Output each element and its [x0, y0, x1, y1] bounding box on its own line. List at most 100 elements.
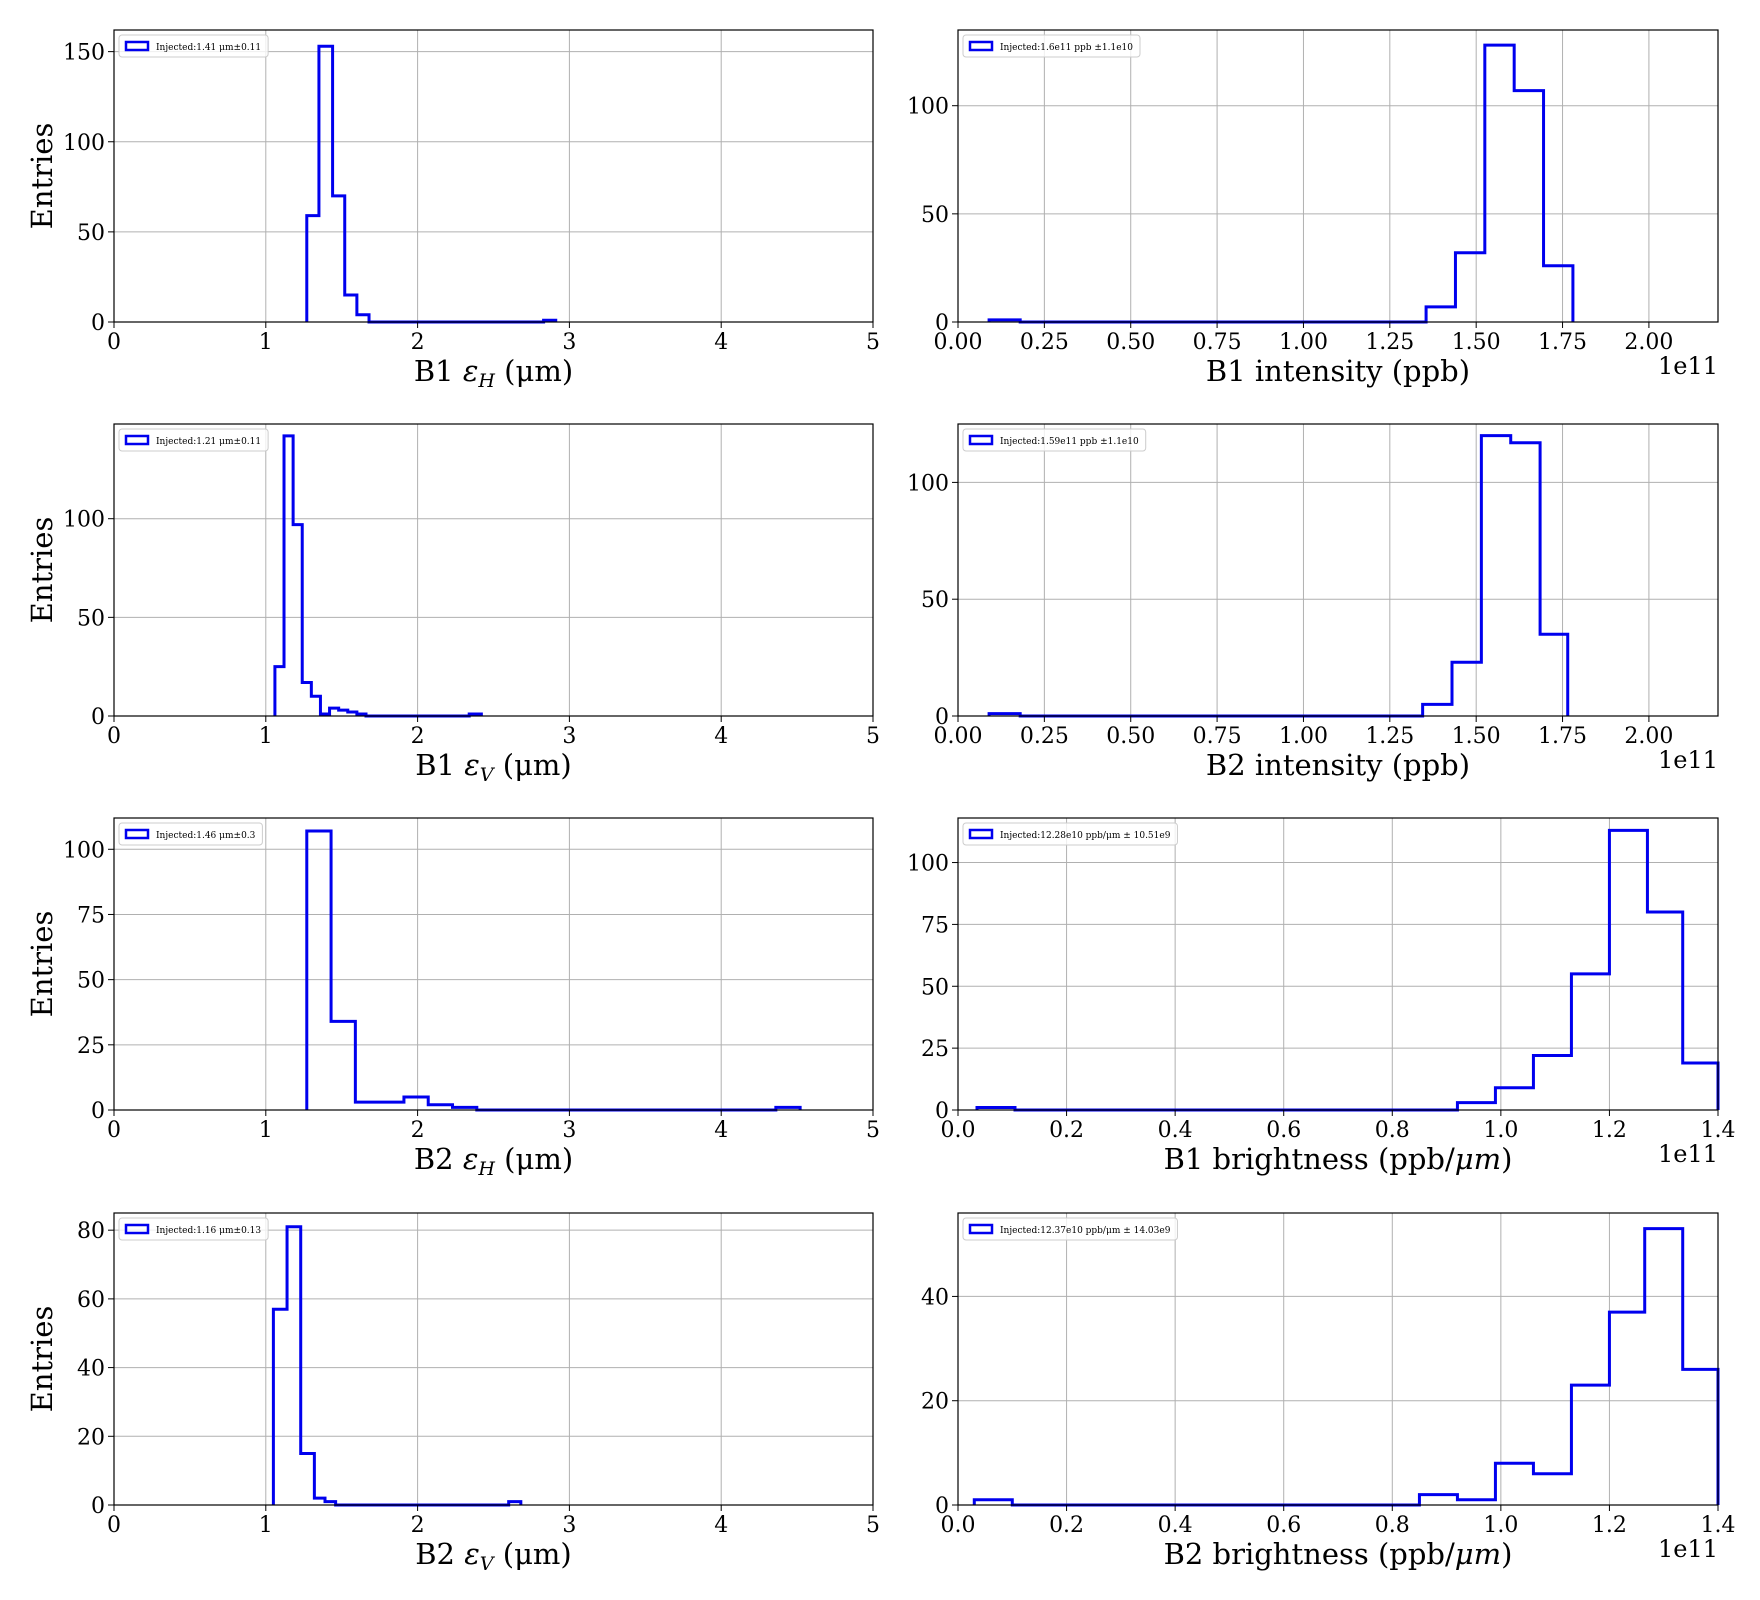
x-tick-label: 2 [411, 330, 425, 355]
x-tick-label: 0 [107, 724, 121, 749]
x-tick-label: 0.0 [941, 1118, 976, 1143]
x-tick-label: 1.4 [1701, 1118, 1736, 1143]
x-tick-label: 1.50 [1452, 724, 1501, 749]
y-axis-label: Entries [25, 123, 59, 230]
histogram-series [271, 1225, 523, 1507]
legend: Injected:1.6e11 ppb ±1.1e10 [962, 34, 1141, 58]
axis-offset-label: 1e11 [1658, 1140, 1718, 1168]
legend: Injected:12.37e10 ppb/μm ± 14.03e9 [962, 1217, 1178, 1241]
x-tick-label: 0.25 [1020, 724, 1069, 749]
x-tick-label: 1.2 [1592, 1118, 1627, 1143]
y-tick-label: 150 [63, 41, 105, 66]
x-axis-label: B2 intensity (ppb) [1206, 748, 1470, 782]
histogram-series [305, 44, 558, 324]
histogram-series [987, 434, 1570, 718]
histogram-panel: 0.00 0.25 0.50 0.75 1.00 1.25 1.50 1.75 2.00 0 50 1… [907, 29, 1719, 388]
axes-frame [113, 1212, 874, 1506]
histogram-series [305, 829, 802, 1112]
legend-box [962, 822, 1178, 846]
legend-label: Injected:1.46 μm±0.3 [156, 831, 256, 841]
y-tick-label: 40 [77, 1357, 105, 1382]
x-tick-label: 0.4 [1158, 1513, 1193, 1538]
y-tick-label: 50 [77, 221, 105, 246]
axes-frame [113, 817, 874, 1111]
legend: Injected:1.16 μm±0.13 [118, 1217, 269, 1241]
histogram-series [987, 43, 1575, 324]
y-axis-label: Entries [25, 911, 59, 1018]
y-tick-label: 50 [921, 203, 949, 228]
y-tick-label: 0 [935, 1099, 949, 1124]
legend: Injected:12.28e10 ppb/μm ± 10.51e9 [962, 822, 1178, 846]
axis-offset-label: 1e11 [1658, 1535, 1718, 1563]
x-axis-label: B1 brightness (ppb/μm) [1164, 1142, 1513, 1176]
legend: Injected:1.59e11 ppb ±1.1e10 [962, 428, 1147, 452]
x-tick-label: 2.00 [1624, 330, 1673, 355]
x-tick-label: 1 [259, 1513, 273, 1538]
x-axis-label: B1 intensity (ppb) [1206, 354, 1470, 388]
legend-label: Injected:1.6e11 ppb ±1.1e10 [1000, 43, 1133, 53]
axes-frame [113, 423, 874, 717]
x-tick-label: 0.2 [1049, 1118, 1084, 1143]
x-tick-label: 1 [259, 1118, 273, 1143]
x-tick-label: 0.0 [941, 1513, 976, 1538]
x-tick-label: 1.4 [1701, 1513, 1736, 1538]
legend-box [118, 822, 263, 846]
legend-swatch [124, 434, 150, 446]
legend-swatch [968, 1223, 994, 1235]
y-tick-label: 0 [91, 1099, 105, 1124]
x-axis-label: B2 brightness (ppb/μm) [1164, 1537, 1513, 1571]
x-tick-label: 5 [866, 1513, 880, 1538]
x-tick-label: 3 [562, 1118, 576, 1143]
x-tick-label: 3 [562, 724, 576, 749]
x-tick-label: 2 [411, 1118, 425, 1143]
y-tick-label: 80 [77, 1219, 105, 1244]
x-tick-label: 1 [259, 724, 273, 749]
histogram-series [975, 828, 1720, 1112]
x-tick-label: 3 [562, 330, 576, 355]
x-tick-label: 1.00 [1279, 724, 1328, 749]
x-tick-label: 5 [866, 1118, 880, 1143]
x-tick-label: 0.8 [1375, 1513, 1410, 1538]
axis-offset-label: 1e11 [1658, 352, 1718, 380]
legend-swatch [124, 40, 150, 52]
legend-box [118, 1217, 269, 1241]
axes-frame [957, 817, 1719, 1111]
x-axis-label: B1 εV (μm) [415, 748, 571, 786]
y-tick-label: 0 [935, 1494, 949, 1519]
legend-swatch [968, 434, 994, 446]
legend: Injected:1.41 μm±0.11 [118, 34, 269, 58]
y-tick-label: 100 [63, 131, 105, 156]
x-tick-label: 0.75 [1193, 724, 1242, 749]
y-tick-label: 50 [921, 588, 949, 613]
y-tick-label: 50 [77, 969, 105, 994]
legend-label: Injected:1.59e11 ppb ±1.1e10 [1000, 437, 1139, 447]
x-tick-label: 4 [714, 1118, 728, 1143]
x-tick-label: 0.2 [1049, 1513, 1084, 1538]
x-tick-label: 0 [107, 330, 121, 355]
legend-box [962, 34, 1141, 58]
x-tick-label: 2.00 [1624, 724, 1673, 749]
axes-frame [113, 29, 874, 323]
histogram-series [972, 1227, 1720, 1507]
legend-label: Injected:1.41 μm±0.11 [156, 43, 261, 53]
y-tick-label: 50 [77, 606, 105, 631]
y-tick-label: 40 [921, 1285, 949, 1310]
histogram-panel: 0.00 0.25 0.50 0.75 1.00 1.25 1.50 1.75 2.00 0 50 1… [907, 423, 1719, 782]
histogram-series [273, 434, 483, 718]
y-tick-label: 0 [91, 705, 105, 730]
histogram-panel: 0 1 2 3 4 5 0 20 40 60 80 B2 εV (μm) Entries Injected… [25, 1212, 880, 1575]
legend-swatch [968, 40, 994, 52]
y-tick-label: 0 [91, 1494, 105, 1519]
x-tick-label: 0.50 [1106, 330, 1155, 355]
y-tick-label: 100 [907, 471, 949, 496]
x-tick-label: 1.75 [1538, 330, 1587, 355]
x-tick-label: 3 [562, 1513, 576, 1538]
legend-box [962, 1217, 1178, 1241]
histogram-panel: 0.0 0.2 0.4 0.6 0.8 1.0 1.2 1.4 0 20 40 B2 brightne… [921, 1212, 1736, 1571]
y-tick-label: 75 [921, 913, 949, 938]
y-tick-label: 100 [907, 95, 949, 120]
y-tick-label: 100 [907, 852, 949, 877]
x-tick-label: 2 [411, 724, 425, 749]
